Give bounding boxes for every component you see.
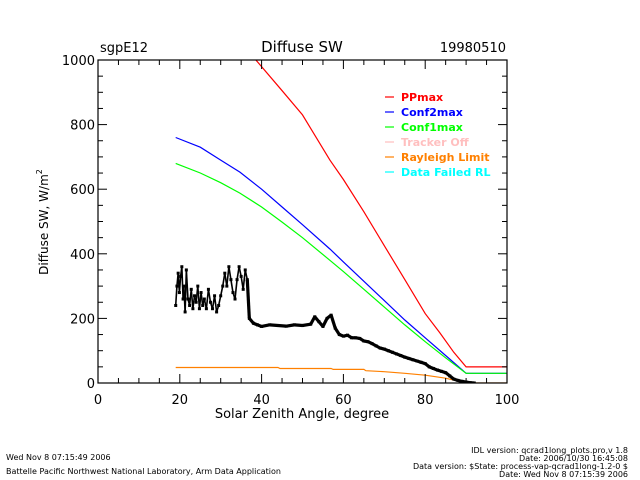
observed-trace-segment (185, 269, 189, 300)
x-tick-labels: 0 20 40 60 80 100 (94, 393, 520, 408)
observed-trace-segment (226, 266, 230, 287)
legend-label: PPmax (401, 91, 443, 104)
observed-point (472, 381, 476, 383)
legend-item-ppmax: PPmax (385, 91, 443, 104)
observed-trace-segment (238, 266, 242, 277)
series-line-ppmax (255, 60, 507, 368)
x-tick-label: 100 (495, 393, 520, 408)
observed-trace-segment (228, 266, 232, 280)
footer-data-version: Data version: $State: process-vap-qcrad1… (412, 462, 628, 471)
chart-title: Diffuse SW (261, 38, 343, 56)
observed-trace-segment (244, 269, 249, 280)
observed-trace-segment (207, 289, 212, 303)
legend-label: Rayleigh Limit (401, 151, 490, 164)
y-tick-label: 0 (87, 377, 95, 392)
date-label: 19980510 (440, 41, 506, 56)
x-tick-label: 0 (94, 393, 102, 408)
observed-trace-segment (230, 279, 234, 293)
footer-idl-date: Date: 2006/10/30 16:45:08 (519, 454, 628, 463)
x-tick-label: 60 (335, 393, 352, 408)
y-axis-label-superscript: 2 (35, 169, 44, 174)
legend-label: Data Failed RL (401, 166, 491, 179)
y-tick-label: 800 (70, 119, 95, 134)
observed-trace-segment (205, 289, 210, 309)
x-axis-label: Solar Zenith Angle, degree (215, 407, 389, 422)
y-axis-label-text: Diffuse SW, W/m (37, 174, 51, 275)
y-tick-label: 1000 (62, 54, 95, 69)
y-tick-label: 600 (70, 183, 95, 198)
series-line-conf1max (175, 162, 507, 374)
legend-item-conf1max: Conf1max (385, 121, 463, 134)
observed-trace-segment (174, 286, 178, 306)
observed-trace-segment (234, 279, 238, 300)
observed-trace-segment (178, 276, 182, 293)
x-tick-label: 20 (172, 393, 189, 408)
footer-institution: Battelle Pacific Northwest National Labo… (6, 467, 281, 476)
y-axis-label-group: Diffuse SW, W/m2 (35, 169, 51, 275)
observed-points-layer (174, 265, 476, 383)
observed-trace-segment (245, 279, 251, 319)
observed-trace-segment (217, 295, 222, 306)
footer-timestamp: Wed Nov 8 07:15:49 2006 (6, 453, 111, 462)
series-line-conf2max (175, 136, 507, 374)
y-tick-label: 400 (70, 248, 95, 263)
legend-item-conf2max: Conf2max (385, 106, 463, 119)
axis-ticks (97, 59, 508, 384)
observed-point (468, 381, 472, 383)
x-tick-label: 40 (253, 393, 270, 408)
observed-trace-segment (329, 314, 337, 329)
legend-item-data-failed-rl: Data Failed RL (385, 166, 491, 179)
legend-label: Tracker Off (401, 136, 469, 149)
observed-trace-segment (219, 285, 224, 296)
legend-label: Conf1max (401, 121, 463, 134)
observed-trace-segment (242, 269, 247, 290)
observed-trace-segment (213, 295, 218, 313)
legend-item-rayleigh-limit: Rayleigh Limit (385, 151, 490, 164)
legend-item-tracker-off: Tracker Off (385, 136, 469, 149)
footer-idl-version: IDL version: qcrad1long_plots.pro,v 1.8 (471, 446, 628, 455)
y-axis-label: Diffuse SW, W/m2 (35, 169, 51, 275)
site-label: sgpE12 (100, 41, 148, 56)
legend: PPmax Conf2max Conf1max Tracker Off Rayleigh… (385, 91, 491, 179)
x-tick-label: 80 (417, 393, 434, 408)
y-tick-label: 200 (70, 312, 95, 327)
footer-data-date: Date: Wed Nov 8 07:15:39 2006 (499, 470, 628, 479)
y-tick-labels: 0 200 400 600 800 1000 (62, 54, 95, 392)
legend-label: Conf2max (401, 106, 463, 119)
